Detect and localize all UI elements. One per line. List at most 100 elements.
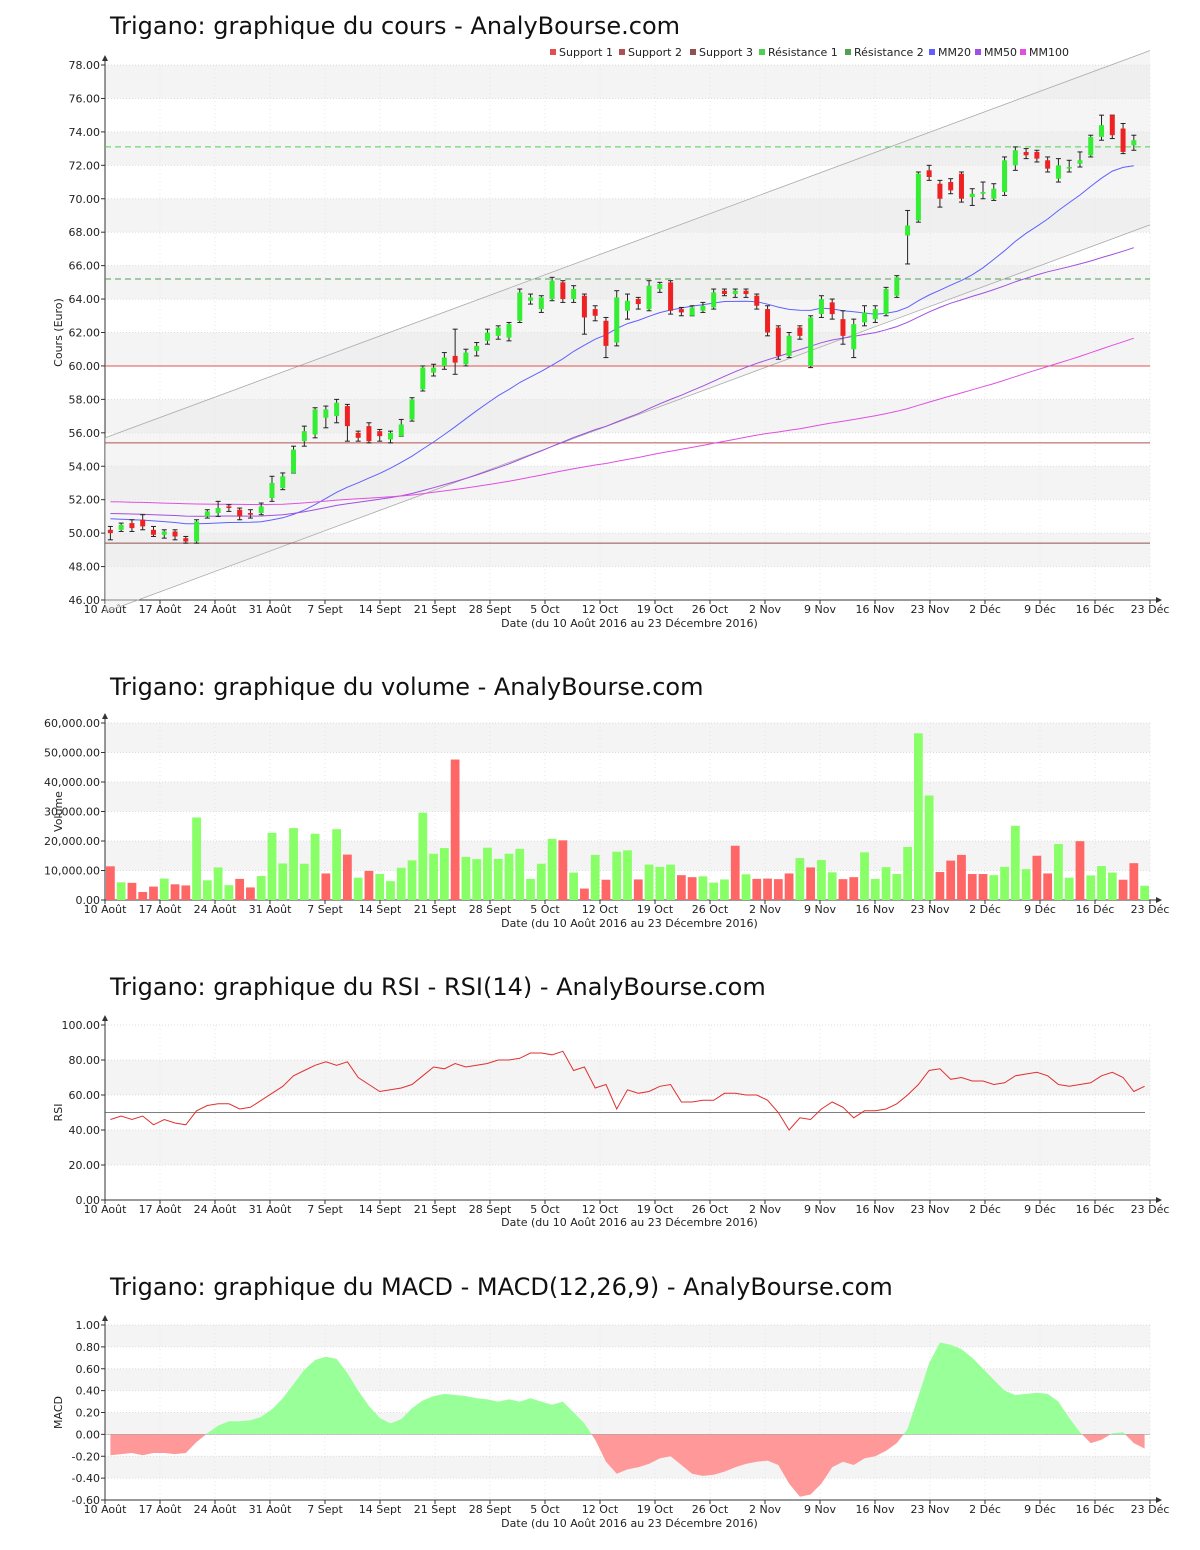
candle-down xyxy=(581,295,587,318)
volume-bar-up xyxy=(590,854,600,900)
x-tick-label: 12 Oct xyxy=(582,1503,619,1516)
candle-up xyxy=(980,192,986,194)
candle-up xyxy=(517,292,523,321)
grid-band xyxy=(105,533,1150,567)
candle-down xyxy=(247,513,253,515)
x-tick-label: 9 Nov xyxy=(804,903,836,916)
mm20-line xyxy=(110,165,1134,525)
y-tick-label: 66.00 xyxy=(69,260,101,273)
candle-up xyxy=(387,432,393,440)
volume-bar-up xyxy=(892,874,902,900)
x-tick-label: 24 Août xyxy=(194,903,238,916)
x-axis-label: Date (du 10 Août 2016 au 23 Décembre 201… xyxy=(501,1216,758,1229)
x-tick-label: 28 Sept xyxy=(469,1203,512,1216)
candle-down xyxy=(958,173,964,199)
candle-up xyxy=(915,173,921,221)
y-tick-label: 60.00 xyxy=(69,1089,101,1102)
x-tick-label: 31 Août xyxy=(249,1203,293,1216)
x-tick-label: 10 Août xyxy=(84,603,128,616)
candle-up xyxy=(1099,125,1105,137)
candle-up xyxy=(291,449,297,473)
candle-up xyxy=(657,284,663,290)
macd-area-positive xyxy=(1110,1432,1126,1435)
x-axis-arrow xyxy=(1156,1197,1162,1203)
legend-swatch xyxy=(929,49,935,55)
candle-up xyxy=(495,327,501,336)
candle-down xyxy=(937,183,943,199)
volume-bar-up xyxy=(483,847,492,900)
volume-bar-down xyxy=(752,878,762,900)
volume-bar-down xyxy=(343,854,352,900)
mm50-line xyxy=(110,247,1134,517)
y-tick-label: 20,000.00 xyxy=(44,835,100,848)
volume-bar-down xyxy=(633,879,643,900)
x-tick-label: 16 Déc xyxy=(1076,603,1115,616)
y-tick-label: 48.00 xyxy=(69,561,101,574)
price-chart: 46.00 48.00 50.00 52.00 54.00 56.00 58.00 60.00… xyxy=(52,46,1169,630)
grid-band xyxy=(105,131,1150,166)
regression-channel xyxy=(105,50,1150,613)
y-tick-label: 0.20 xyxy=(76,1407,101,1420)
volume-bar-up xyxy=(1107,872,1117,900)
volume-bar-up xyxy=(159,878,169,900)
volume-bar-up xyxy=(418,812,428,900)
legend-label: Support 2 xyxy=(628,46,682,59)
volume-bar-up xyxy=(1140,885,1149,900)
candle-down xyxy=(721,290,727,295)
y-tick-label: 60,000.00 xyxy=(44,717,100,730)
volume-bar-down xyxy=(849,877,859,900)
x-tick-label: 5 Oct xyxy=(530,903,560,916)
volume-bar-down xyxy=(676,875,686,900)
candle-up xyxy=(549,280,555,300)
y-tick-label: 54.00 xyxy=(69,460,101,473)
x-tick-label: 23 Nov xyxy=(911,1503,950,1516)
candle-down xyxy=(355,432,361,438)
x-tick-label: 12 Oct xyxy=(582,1203,619,1216)
x-tick-label: 17 Août xyxy=(139,1503,183,1516)
candle-up xyxy=(258,506,264,514)
x-tick-label: 2 Déc xyxy=(969,603,1001,616)
x-tick-label: 23 Nov xyxy=(911,1203,950,1216)
grid-band xyxy=(105,723,1150,753)
candle-down xyxy=(172,531,178,537)
x-tick-label: 23 Nov xyxy=(911,603,950,616)
y-tick-label: -0.40 xyxy=(72,1472,100,1485)
candle-down xyxy=(560,282,566,300)
y-axis-label: MACD xyxy=(52,1396,65,1429)
volume-bar-up xyxy=(913,733,923,900)
y-tick-label: 10,000.00 xyxy=(44,865,100,878)
grid-band xyxy=(105,1368,1150,1391)
candle-up xyxy=(808,317,814,366)
grid-band xyxy=(105,399,1150,433)
x-tick-label: 21 Sept xyxy=(414,603,457,616)
volume-bar-down xyxy=(601,879,611,900)
candle-down xyxy=(1109,115,1115,136)
volume-bar-up xyxy=(666,864,675,900)
volume-chart: 0.00 10,000.00 20,000.00 30,000.00 40,000.00… xyxy=(44,713,1169,930)
volume-bar-up xyxy=(439,848,449,900)
candle-up xyxy=(991,188,997,199)
x-tick-label: 16 Nov xyxy=(856,903,895,916)
x-tick-label: 31 Août xyxy=(249,903,293,916)
volume-bar-up xyxy=(472,859,482,900)
volume-bar-up xyxy=(202,880,212,900)
grid-band xyxy=(105,332,1150,366)
candle-down xyxy=(926,170,932,178)
x-tick-label: 23 Déc xyxy=(1131,603,1170,616)
x-tick-label: 2 Nov xyxy=(749,1203,781,1216)
candle-up xyxy=(506,324,512,338)
volume-bar-down xyxy=(170,884,180,900)
legend-label: MM50 xyxy=(984,46,1017,59)
candle-up xyxy=(528,297,534,301)
x-axis-label: Date (du 10 Août 2016 au 23 Décembre 201… xyxy=(501,1517,758,1530)
macd-area-negative xyxy=(110,1434,206,1456)
candle-down xyxy=(107,529,113,534)
x-tick-label: 21 Sept xyxy=(414,903,457,916)
volume-bar-up xyxy=(795,858,805,900)
y-tick-label: 58.00 xyxy=(69,393,101,406)
volume-bar-up xyxy=(375,874,385,900)
x-tick-label: 14 Sept xyxy=(359,1503,402,1516)
x-axis-arrow xyxy=(1156,597,1162,603)
candle-up xyxy=(420,367,426,390)
